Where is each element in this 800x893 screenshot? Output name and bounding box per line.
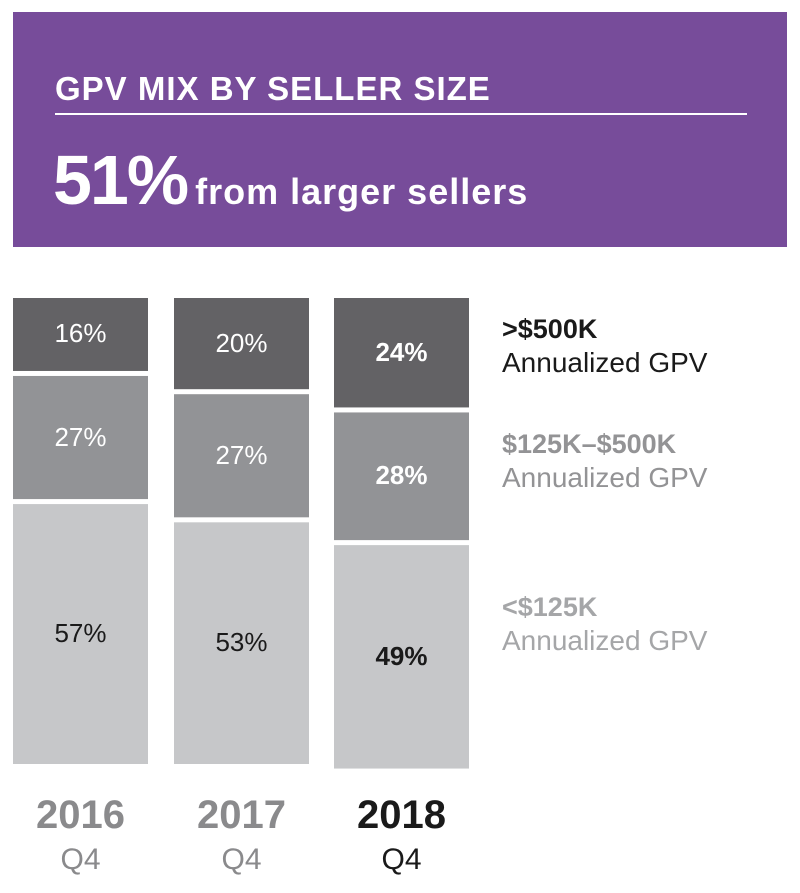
data-label: 27%	[54, 421, 107, 452]
legend-subtitle: Annualized GPV	[502, 462, 708, 493]
data-label: 20%	[215, 327, 268, 358]
bar-segment-2016-2	[13, 504, 148, 764]
title-divider	[55, 113, 747, 115]
legend-entry: <$125K Annualized GPV	[502, 590, 707, 658]
data-label: 57%	[54, 618, 107, 649]
bar-segment-2016-1	[13, 375, 148, 500]
legend-name: <$125K	[502, 592, 598, 622]
legend-subtitle: Annualized GPV	[502, 347, 708, 378]
header-banner: GPV MIX BY SELLER SIZE 51% from larger se…	[13, 12, 787, 247]
bar-segment-2018-0	[334, 298, 469, 408]
x-tick-quarter: Q4	[381, 843, 422, 876]
data-label: 24%	[375, 336, 428, 367]
bar-segment-2016-0	[13, 298, 148, 371]
legend-subtitle: Annualized GPV	[502, 625, 708, 656]
legend-name: >$500K	[502, 314, 598, 344]
x-tick-quarter: Q4	[60, 843, 101, 876]
legend-entry: $125K–$500K Annualized GPV	[502, 427, 707, 495]
x-tick-quarter: Q4	[221, 843, 262, 876]
data-label: 53%	[215, 627, 268, 658]
headline-text: from larger sellers	[195, 171, 529, 212]
bar-segment-2017-0	[174, 298, 309, 390]
headline: 51% from larger sellers	[53, 140, 528, 220]
bar-segment-2018-1	[334, 412, 469, 541]
data-label: 49%	[375, 640, 428, 671]
data-label: 28%	[375, 460, 428, 491]
x-tick-year: 2018	[357, 793, 446, 837]
chart-title: GPV MIX BY SELLER SIZE	[55, 70, 491, 107]
bar-segment-2018-2	[334, 545, 469, 769]
bar-segment-2017-2	[174, 522, 309, 764]
legend-entry: >$500K Annualized GPV	[502, 312, 707, 380]
legend-name: $125K–$500K	[502, 429, 677, 459]
data-label: 16%	[54, 318, 107, 349]
x-tick-year: 2017	[197, 793, 286, 837]
data-label: 27%	[215, 439, 268, 470]
x-tick-year: 2016	[36, 793, 125, 837]
headline-value: 51%	[53, 141, 189, 219]
bar-segment-2017-1	[174, 394, 309, 518]
